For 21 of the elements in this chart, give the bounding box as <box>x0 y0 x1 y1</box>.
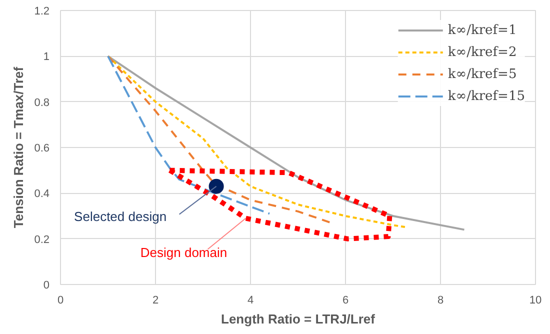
y-tick-label: 0.2 <box>34 234 50 246</box>
y-tick-label: 1.2 <box>34 6 50 18</box>
y-axis-title: Tension Ratio = Tmax/Tref <box>11 66 26 228</box>
legend-label: k∞/kref=15 <box>448 88 525 104</box>
x-axis-title: Length Ratio = LTRJ/Lref <box>221 312 376 326</box>
y-tick-label: 0 <box>43 280 50 292</box>
legend-label: k∞/kref=1 <box>448 22 517 38</box>
x-tick-label: 10 <box>529 294 542 306</box>
y-tick-label: 0.4 <box>34 188 50 200</box>
annotation: Selected design <box>74 208 167 224</box>
x-tick-label: 0 <box>57 294 64 306</box>
y-tick-label: 1 <box>43 51 50 64</box>
legend-label: k∞/kref=5 <box>448 66 517 82</box>
annotation: Design domain <box>140 244 228 260</box>
y-tick-label: 0.6 <box>34 142 50 154</box>
x-tick-label: 2 <box>152 294 159 306</box>
x-tick-label: 4 <box>247 294 254 306</box>
y-tick-label: 0.8 <box>34 96 50 109</box>
x-tick-label: 6 <box>342 294 349 306</box>
legend-label: k∞/kref=2 <box>448 44 517 60</box>
x-tick-label: 8 <box>437 294 444 306</box>
